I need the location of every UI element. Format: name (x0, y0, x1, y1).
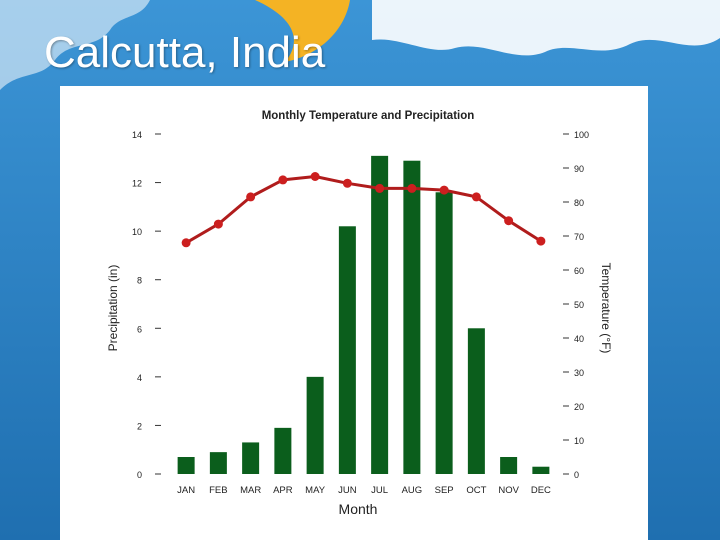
cloud-decoration (0, 0, 720, 56)
precip-bar (500, 457, 518, 474)
precip-bar (274, 427, 292, 474)
x-tick-label: JUN (338, 485, 357, 496)
y2-axis-label: Temperature (°F) (599, 263, 613, 354)
x-tick-label: MAR (240, 485, 261, 496)
y-tick-label: 10 (132, 227, 142, 237)
x-tick-label: OCT (466, 485, 486, 496)
x-tick-label: MAY (305, 485, 326, 496)
y-tick-label: 12 (132, 179, 142, 189)
y2-tick-label: 70 (574, 232, 584, 242)
precip-bar (242, 442, 260, 474)
y2-tick-label: 0 (574, 470, 579, 480)
y2-tick-label: 10 (574, 436, 584, 446)
precip-bar (338, 226, 356, 474)
temperature-point (246, 192, 256, 202)
temperature-point (536, 236, 546, 246)
y-tick-label: 4 (137, 373, 142, 383)
temperature-point (471, 192, 481, 202)
y-tick-label: 14 (132, 130, 142, 140)
chart-panel: Monthly Temperature and Precipitation Mo… (60, 86, 648, 540)
temperature-line (185, 175, 542, 245)
y2-tick-label: 50 (574, 300, 584, 310)
x-axis-label: Month (339, 501, 378, 517)
temperature-point (342, 178, 352, 188)
y-axis-label: Precipitation (in) (106, 265, 120, 352)
precip-bar (371, 155, 389, 474)
temperature-point (375, 183, 385, 193)
slide-title: Calcutta, India (44, 28, 326, 77)
y-tick-label: 2 (137, 421, 142, 431)
temperature-point (439, 185, 449, 195)
y-tick-label: 0 (137, 470, 142, 480)
temperature-point (181, 238, 191, 248)
x-tick-label: APR (273, 485, 293, 496)
precip-bar (403, 160, 421, 474)
moon-decoration (255, 0, 350, 62)
temperature-point (310, 172, 320, 181)
y-tick-label: 8 (137, 276, 142, 286)
temperature-point (407, 183, 417, 193)
x-tick-label: JUL (371, 485, 388, 496)
temperature-point (278, 175, 288, 185)
y2-tick-label: 30 (574, 368, 584, 378)
y2-tick-label: 90 (574, 164, 584, 174)
precip-bar (177, 457, 195, 474)
x-tick-label: DEC (531, 485, 551, 496)
precip-bar (209, 452, 227, 474)
y2-tick-label: 80 (574, 198, 584, 208)
y2-tick-label: 20 (574, 402, 584, 412)
chart-title: Monthly Temperature and Precipitation (262, 110, 475, 122)
chart: Monthly Temperature and Precipitation Mo… (106, 110, 613, 517)
y-tick-label: 6 (137, 324, 142, 334)
y2-tick-label: 40 (574, 334, 584, 344)
cloud-decoration-left (0, 0, 150, 90)
x-tick-label: NOV (498, 485, 519, 496)
precip-bar (532, 466, 550, 474)
y2-tick-label: 100 (574, 130, 589, 140)
precip-bar (435, 192, 453, 474)
temperature-point (213, 219, 223, 229)
x-tick-label: JAN (177, 485, 195, 496)
temperature-point (504, 216, 514, 226)
y2-tick-label: 60 (574, 266, 584, 276)
x-tick-label: FEB (209, 485, 227, 496)
precip-bar (306, 376, 324, 474)
x-tick-label: AUG (402, 485, 423, 496)
precip-bar (467, 328, 485, 474)
x-tick-label: SEP (435, 485, 454, 496)
